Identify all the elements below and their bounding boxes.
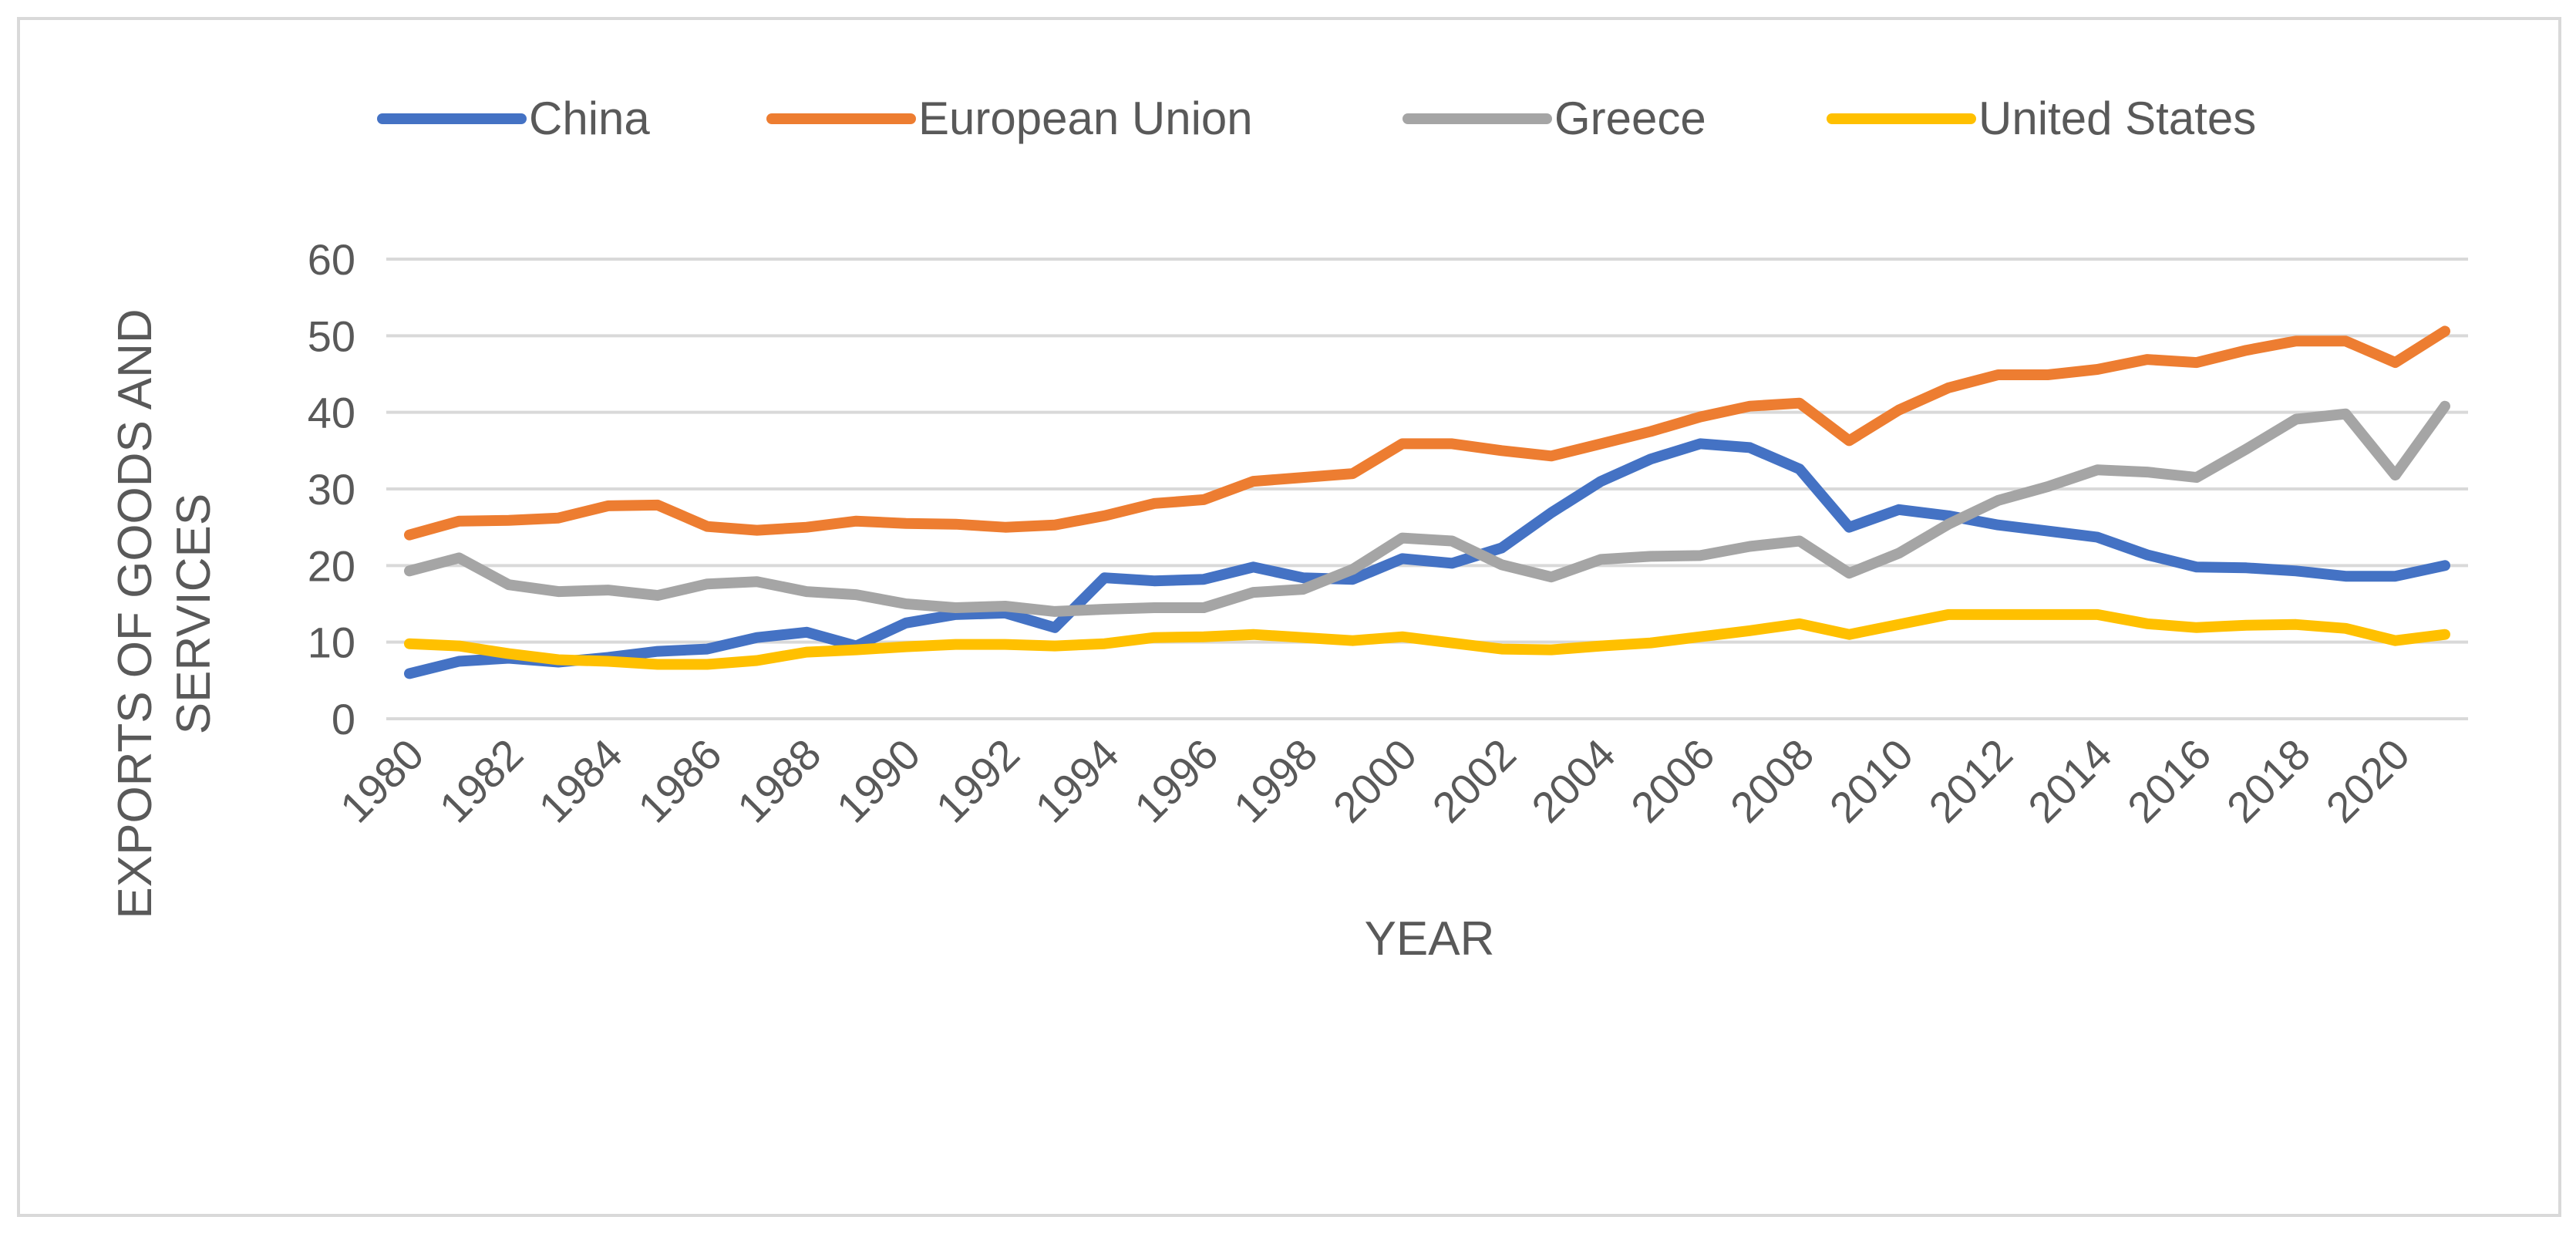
y-tick-label: 0	[332, 695, 355, 743]
x-tick-label: 1998	[1224, 730, 1327, 832]
series-line-greece	[404, 400, 2450, 617]
legend-label: United States	[1978, 93, 2256, 144]
series-line-european-union	[404, 325, 2450, 541]
y-axis-title-line-2: SERVICES	[167, 494, 221, 734]
series-lines	[404, 325, 2450, 679]
x-tick-label: 1988	[728, 730, 830, 832]
y-axis-ticks: 0 10 20 30 40 50 60	[308, 235, 355, 743]
x-tick-label: 2012	[1919, 730, 2022, 832]
x-tick-label: 2000	[1324, 730, 1426, 832]
legend-label: China	[529, 93, 650, 144]
x-tick-label: 1984	[529, 730, 631, 832]
x-tick-label: 2020	[2316, 730, 2419, 832]
y-axis-title-line-1: EXPORTS OF GOODS AND	[109, 308, 162, 918]
x-tick-label: 1982	[430, 730, 533, 832]
x-tick-label: 1990	[827, 730, 930, 832]
x-tick-label: 2004	[1522, 730, 1625, 832]
y-tick-label: 60	[308, 235, 355, 284]
y-tick-label: 40	[308, 389, 355, 437]
x-axis-ticks: 1980198219841986198819901992199419961998…	[331, 730, 2419, 832]
x-tick-label: 2002	[1423, 730, 1525, 832]
legend-label: Greece	[1554, 93, 1706, 144]
series-line-united-states	[404, 608, 2450, 670]
x-tick-label: 1996	[1125, 730, 1227, 832]
x-tick-label: 1992	[927, 730, 1029, 832]
y-axis-title: EXPORTS OF GOODS AND SERVICES	[109, 308, 221, 918]
y-tick-label: 10	[308, 618, 355, 667]
x-tick-label: 1986	[628, 730, 731, 832]
x-tick-label: 2008	[1721, 730, 1823, 832]
series-line-china	[404, 438, 2450, 679]
x-tick-label: 1980	[331, 730, 433, 832]
y-tick-label: 30	[308, 465, 355, 514]
x-tick-label: 2010	[1820, 730, 1923, 832]
x-tick-label: 1994	[1025, 730, 1128, 832]
x-tick-label: 2014	[2019, 730, 2121, 832]
y-tick-label: 20	[308, 541, 355, 590]
legend-label: European Union	[918, 93, 1253, 144]
chart-frame: China European Union Greece United States 0…	[17, 17, 2561, 1217]
x-axis-title: YEAR	[1365, 912, 1495, 966]
x-tick-label: 2018	[2217, 730, 2320, 832]
line-chart: China European Union Greece United States 0…	[109, 93, 2468, 966]
legend: China European Union Greece United States	[377, 93, 2256, 144]
y-tick-label: 50	[308, 312, 355, 360]
x-tick-label: 2006	[1621, 730, 1724, 832]
x-tick-label: 2016	[2118, 730, 2221, 832]
